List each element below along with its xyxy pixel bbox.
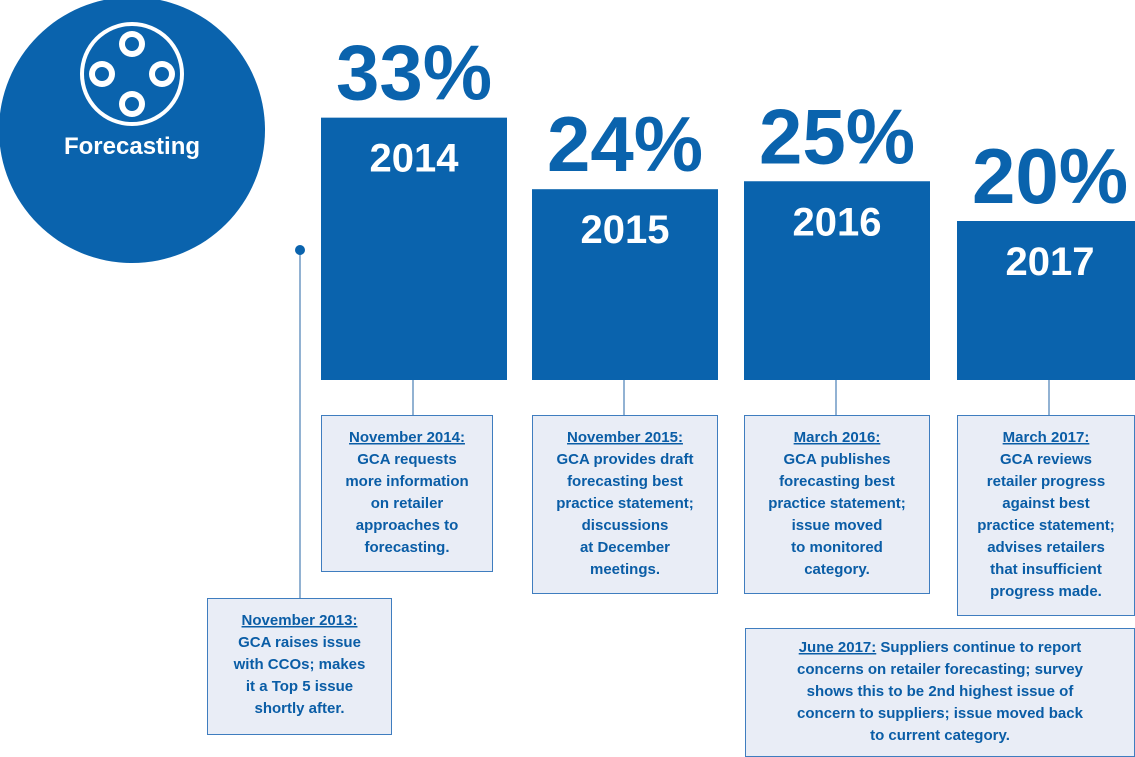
note-box (321, 415, 493, 572)
note-line: concerns on retailer forecasting; survey (797, 661, 1084, 678)
note-box (745, 628, 1135, 757)
note-box (957, 415, 1135, 616)
note-line: it a Top 5 issue (246, 678, 353, 695)
value-label: 33% (336, 29, 492, 117)
bar (321, 117, 507, 381)
note-line: practice statement; (768, 495, 906, 512)
note-line: GCA raises issue (238, 634, 361, 651)
note-text: Suppliers continue to report (880, 639, 1081, 656)
note-line: more information (345, 473, 468, 490)
note-line: to current category. (870, 727, 1010, 744)
note-heading: June 2017: (799, 639, 877, 656)
note-heading: March 2016: (794, 429, 881, 446)
note-line: to monitored (791, 539, 883, 556)
badge-icon (80, 22, 184, 126)
note-heading: November 2014: (349, 429, 465, 446)
badge-title: Forecasting (64, 133, 200, 160)
year-label: 2014 (370, 137, 460, 181)
note-line: forecasting best (567, 473, 683, 490)
note-line: practice statement; (556, 495, 694, 512)
note-line: forecasting best (779, 473, 895, 490)
note-heading: November 2015: (567, 429, 683, 446)
note-heading: November 2013: (242, 612, 358, 629)
bar (957, 221, 1135, 380)
value-label: 24% (547, 100, 703, 188)
note-line: approaches to (356, 517, 459, 534)
note-line: that insufficient (990, 561, 1102, 578)
note-line: at December (580, 539, 670, 556)
note-line: on retailer (371, 495, 444, 512)
note-line: GCA provides draft (557, 451, 694, 468)
bar (744, 181, 930, 380)
note-box (207, 598, 392, 735)
note-line: practice statement; (977, 517, 1115, 534)
year-label: 2017 (1006, 240, 1095, 284)
note-box (744, 415, 930, 594)
note-line: forecasting. (364, 539, 449, 556)
year-label: 2015 (581, 208, 670, 252)
timeline-dot (295, 245, 305, 255)
note-line: meetings. (590, 561, 660, 578)
badge-circle (0, 0, 265, 263)
bar (532, 189, 718, 380)
note-line: concern to suppliers; issue moved back (797, 705, 1084, 722)
note-line: category. (804, 561, 870, 578)
note-line: shows this to be 2nd highest issue of (807, 683, 1075, 700)
note-line: discussions (582, 517, 669, 534)
note-line: progress made. (990, 583, 1102, 600)
value-label: 20% (972, 132, 1128, 220)
value-label: 25% (759, 92, 915, 180)
note-line: retailer progress (987, 473, 1105, 490)
note-box (532, 415, 718, 594)
note-line: GCA requests (357, 451, 456, 468)
note-line: against best (1002, 495, 1090, 512)
note-line: GCA reviews (1000, 451, 1092, 468)
year-label: 2016 (793, 200, 882, 244)
note-line: GCA publishes (784, 451, 891, 468)
note-line: shortly after. (254, 700, 344, 717)
note-line: with CCOs; makes (233, 656, 366, 673)
note-line: advises retailers (987, 539, 1105, 556)
note-heading: March 2017: (1003, 429, 1090, 446)
note-line: June 2017: Suppliers continue to report (799, 639, 1082, 656)
note-line: issue moved (792, 517, 883, 534)
